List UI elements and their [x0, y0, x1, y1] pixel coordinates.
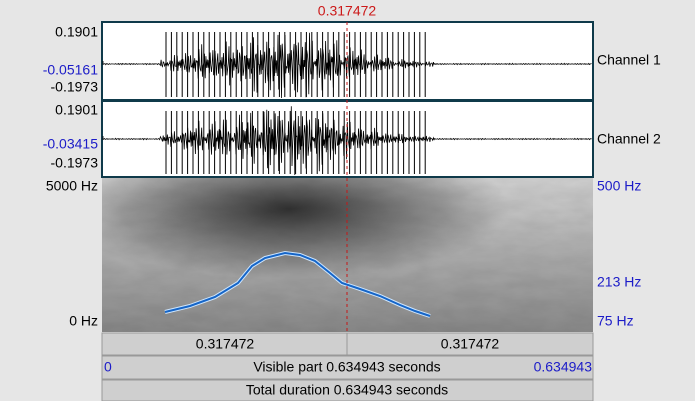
pitch-label: 75 Hz: [597, 313, 634, 329]
frequency-top: 5000 Hz: [46, 178, 98, 194]
waveform: [102, 32, 592, 99]
channel-middle: -0.03415: [43, 136, 98, 152]
channel-top: 0.1901: [55, 102, 98, 118]
channel-name: Channel 1: [597, 52, 661, 68]
channel-bottom: -0.1973: [51, 79, 99, 95]
channel-middle: -0.05161: [43, 62, 98, 78]
total-bar[interactable]: [101, 379, 594, 401]
time-right: 0.317472: [441, 336, 500, 352]
time-bar-right[interactable]: [346, 332, 594, 356]
pitch-curve: [164, 251, 431, 317]
visible-start: 0: [104, 359, 112, 375]
channel-bottom: -0.1973: [51, 155, 99, 171]
channel-name: Channel 2: [597, 131, 661, 147]
visible-bar[interactable]: [101, 355, 594, 380]
frequency-bottom: 0 Hz: [69, 313, 98, 329]
time-left: 0.317472: [196, 336, 255, 352]
visible-label: Visible part 0.634943 seconds: [253, 359, 440, 375]
waveforms: [102, 32, 592, 176]
pitch-label: 213 Hz: [597, 274, 641, 290]
cursor-time: 0.317472: [318, 3, 377, 19]
pitch-label: 500 Hz: [597, 178, 641, 194]
visible-end: 0.634943: [534, 359, 593, 375]
spectrogram[interactable]: [102, 178, 593, 332]
channel-top: 0.1901: [55, 24, 98, 40]
waveform: [102, 106, 592, 176]
total-label: Total duration 0.634943 seconds: [246, 382, 448, 398]
